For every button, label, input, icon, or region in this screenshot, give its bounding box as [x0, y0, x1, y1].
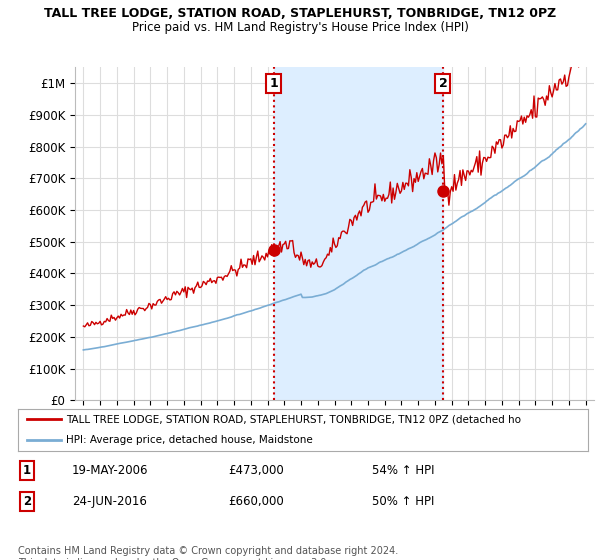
Text: 24-JUN-2016: 24-JUN-2016: [72, 494, 147, 508]
Text: 19-MAY-2006: 19-MAY-2006: [72, 464, 149, 477]
Text: TALL TREE LODGE, STATION ROAD, STAPLEHURST, TONBRIDGE, TN12 0PZ (detached ho: TALL TREE LODGE, STATION ROAD, STAPLEHUR…: [67, 414, 521, 424]
Text: Contains HM Land Registry data © Crown copyright and database right 2024.
This d: Contains HM Land Registry data © Crown c…: [18, 546, 398, 560]
Text: HPI: Average price, detached house, Maidstone: HPI: Average price, detached house, Maid…: [67, 435, 313, 445]
Text: £473,000: £473,000: [228, 464, 284, 477]
Text: 2: 2: [23, 494, 31, 508]
Text: 2: 2: [439, 77, 448, 90]
Bar: [274, 67, 443, 400]
Text: 50% ↑ HPI: 50% ↑ HPI: [372, 494, 434, 508]
Text: £660,000: £660,000: [228, 494, 284, 508]
Text: 1: 1: [23, 464, 31, 477]
Text: 1: 1: [269, 77, 278, 90]
Text: 54% ↑ HPI: 54% ↑ HPI: [372, 464, 434, 477]
Text: TALL TREE LODGE, STATION ROAD, STAPLEHURST, TONBRIDGE, TN12 0PZ: TALL TREE LODGE, STATION ROAD, STAPLEHUR…: [44, 7, 556, 20]
Text: Price paid vs. HM Land Registry's House Price Index (HPI): Price paid vs. HM Land Registry's House …: [131, 21, 469, 34]
